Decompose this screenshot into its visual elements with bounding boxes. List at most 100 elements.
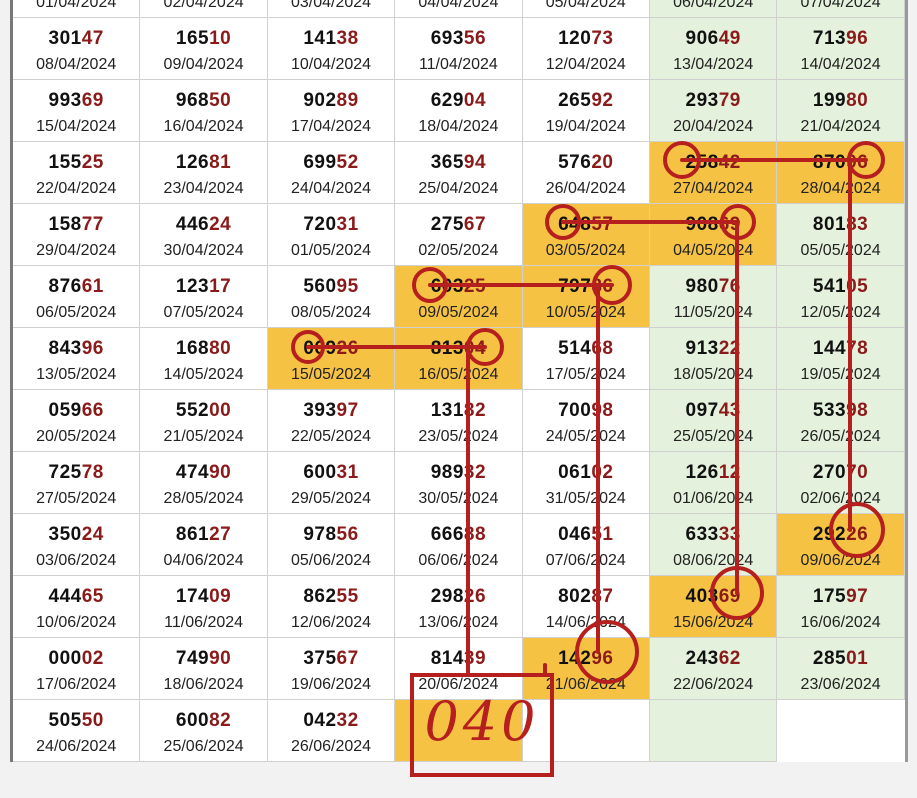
date: 08/05/2024 xyxy=(290,304,372,321)
date: 27/05/2024 xyxy=(36,490,117,507)
date: 17/04/2024 xyxy=(290,118,372,135)
number: 44624 xyxy=(175,214,232,235)
number: 12073 xyxy=(558,28,614,49)
number: 25842 xyxy=(685,152,741,173)
table-cell xyxy=(650,700,778,762)
table-cell: 19980 21/04/2024 xyxy=(777,80,905,142)
date: 26/06/2024 xyxy=(290,738,372,755)
table-cell: 03/04/2024 xyxy=(267,0,396,18)
table-cell: 70098 24/05/2024 xyxy=(522,390,650,452)
number: 47490 xyxy=(175,462,232,483)
date: 04/06/2024 xyxy=(163,552,244,569)
table-cell: 35024 03/06/2024 xyxy=(13,514,141,576)
date: 18/06/2024 xyxy=(163,676,244,693)
number: 15877 xyxy=(48,214,104,235)
date: 07/06/2024 xyxy=(545,552,626,569)
date: 13/05/2024 xyxy=(36,366,117,383)
number: 44465 xyxy=(48,586,104,607)
table-cell: 00002 17/06/2024 xyxy=(13,638,141,700)
date: 11/05/2024 xyxy=(673,304,753,321)
table-cell: 69952 24/04/2024 xyxy=(267,142,396,204)
number: 36594 xyxy=(430,152,487,173)
table-cell: 91322 18/05/2024 xyxy=(650,328,778,390)
number: 05966 xyxy=(48,400,104,421)
date: 23/04/2024 xyxy=(163,180,244,197)
table-cell: 56095 08/05/2024 xyxy=(267,266,396,328)
table-cell: 90869 04/05/2024 xyxy=(650,204,778,266)
table-cell: 12612 01/06/2024 xyxy=(650,452,778,514)
number: 63333 xyxy=(685,524,741,545)
date: 30/05/2024 xyxy=(418,490,499,507)
number: 99369 xyxy=(48,90,104,111)
table-cell: 64857 03/05/2024 xyxy=(522,204,650,266)
table-cell: 01/04/2024 xyxy=(13,0,141,18)
table-cell: 17409 11/06/2024 xyxy=(140,576,268,638)
table-cell: 96850 16/04/2024 xyxy=(140,80,268,142)
date: 24/05/2024 xyxy=(545,428,626,445)
table-cell: 36594 25/04/2024 xyxy=(395,142,523,204)
number: 29379 xyxy=(685,90,741,111)
date: 03/04/2024 xyxy=(290,0,372,11)
date: 27/04/2024 xyxy=(673,180,754,197)
table-cell: 97856 05/06/2024 xyxy=(267,514,396,576)
date: 09/04/2024 xyxy=(163,56,244,73)
table-cell: 62904 18/04/2024 xyxy=(395,80,523,142)
table-cell: 17597 16/06/2024 xyxy=(777,576,905,638)
table-cell: 47490 28/05/2024 xyxy=(140,452,268,514)
table-cell: 06/04/2024 xyxy=(650,0,778,18)
number: 16880 xyxy=(175,338,232,359)
date: 20/06/2024 xyxy=(418,676,499,693)
date: 01/06/2024 xyxy=(673,490,754,507)
table-cell: 24362 22/06/2024 xyxy=(650,638,778,700)
date: 22/06/2024 xyxy=(673,676,754,693)
number: 12681 xyxy=(175,152,232,173)
number: 14296 xyxy=(558,648,614,669)
date: 19/06/2024 xyxy=(290,676,372,693)
date: 14/04/2024 xyxy=(800,56,881,73)
date: 10/05/2024 xyxy=(545,304,626,321)
number: 96850 xyxy=(175,90,232,111)
table-cell: 60082 25/06/2024 xyxy=(140,700,268,762)
table-cell: 15877 29/04/2024 xyxy=(13,204,141,266)
table-cell: 28501 23/06/2024 xyxy=(777,638,905,700)
date: 30/04/2024 xyxy=(163,242,244,259)
date: 13/06/2024 xyxy=(418,614,499,631)
date: 07/05/2024 xyxy=(163,304,244,321)
table-cell: 02/04/2024 xyxy=(140,0,268,18)
date: 12/04/2024 xyxy=(545,56,626,73)
date: 23/06/2024 xyxy=(800,676,881,693)
table-cell: 81439 20/06/2024 xyxy=(395,638,523,700)
date: 01/05/2024 xyxy=(290,242,372,259)
date: 22/04/2024 xyxy=(36,180,117,197)
number: 69356 xyxy=(430,28,487,49)
table-cell: 87661 06/05/2024 xyxy=(13,266,141,328)
date: 04/04/2024 xyxy=(418,0,499,11)
table-cell: 14138 10/04/2024 xyxy=(267,18,396,80)
table-cell: 90289 17/04/2024 xyxy=(267,80,396,142)
date: 14/06/2024 xyxy=(545,614,626,631)
number: 62904 xyxy=(430,90,487,111)
date: 11/06/2024 xyxy=(164,614,244,631)
table-cell: 04/04/2024 xyxy=(395,0,523,18)
date: 09/05/2024 xyxy=(418,304,499,321)
date: 07/04/2024 xyxy=(800,0,881,11)
date: 11/04/2024 xyxy=(418,56,498,73)
date: 20/04/2024 xyxy=(673,118,754,135)
table-cell: 04232 26/06/2024 xyxy=(267,700,396,762)
date: 16/06/2024 xyxy=(800,614,881,631)
date: 17/06/2024 xyxy=(36,676,117,693)
number: 87661 xyxy=(48,276,104,297)
number: 90289 xyxy=(303,90,359,111)
number: 00002 xyxy=(48,648,104,669)
date: 10/04/2024 xyxy=(290,56,372,73)
table-cell: 74990 18/06/2024 xyxy=(140,638,268,700)
table-cell: 12681 23/04/2024 xyxy=(140,142,268,204)
number: 60031 xyxy=(303,462,359,483)
date: 21/05/2024 xyxy=(163,428,244,445)
table-cell: 16880 14/05/2024 xyxy=(140,328,268,390)
date: 02/05/2024 xyxy=(418,242,499,259)
number: 17597 xyxy=(812,586,869,607)
date: 05/05/2024 xyxy=(800,242,881,259)
date: 06/06/2024 xyxy=(418,552,499,569)
